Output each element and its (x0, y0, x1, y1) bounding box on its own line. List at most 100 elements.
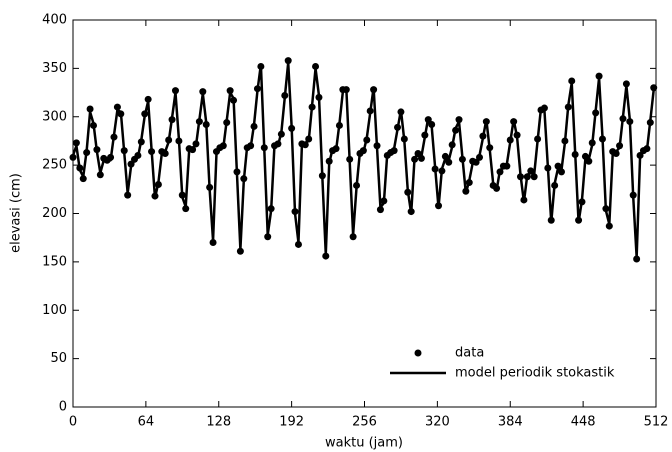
data-point (376, 206, 384, 214)
x-tick-label: 64 (138, 415, 155, 430)
data-point (595, 72, 603, 80)
y-tick-label: 250 (42, 158, 67, 173)
data-point (493, 184, 501, 192)
x-tick-label: 448 (571, 415, 596, 430)
data-point (622, 80, 630, 88)
data-point (288, 124, 296, 132)
data-point (462, 187, 470, 195)
data-point (534, 135, 542, 143)
x-tick-label: 512 (644, 415, 669, 430)
data-point (264, 233, 272, 241)
data-point (619, 115, 627, 123)
data-point (428, 120, 436, 128)
y-axis-label: elevasi (cm) (9, 173, 24, 253)
data-point (134, 151, 142, 159)
data-point (76, 164, 84, 172)
data-point (247, 142, 255, 150)
data-point (154, 180, 162, 188)
data-point (192, 140, 200, 148)
data-point (394, 123, 402, 131)
y-tick-label: 150 (42, 254, 67, 269)
data-point (124, 191, 132, 199)
data-point (414, 150, 422, 158)
data-point (127, 160, 135, 168)
data-point (223, 119, 231, 127)
legend-label: data (455, 346, 484, 361)
y-tick-label: 0 (59, 400, 67, 415)
data-point (325, 157, 333, 165)
data-point (274, 140, 282, 148)
data-point (93, 146, 101, 154)
data-point (598, 135, 606, 143)
data-point (335, 121, 343, 129)
data-point (206, 183, 214, 191)
data-point (189, 146, 197, 154)
x-tick-label: 256 (352, 415, 377, 430)
data-point (643, 145, 651, 153)
y-tick-label: 400 (42, 13, 67, 28)
data-point (503, 162, 511, 170)
model-line (71, 61, 655, 259)
data-point (510, 118, 518, 126)
data-point (294, 240, 302, 248)
data-point (421, 131, 429, 139)
x-tick-label: 128 (206, 415, 231, 430)
data-point (120, 147, 128, 155)
data-point (557, 168, 565, 176)
data-point (530, 173, 538, 181)
data-point (476, 153, 484, 161)
data-point (578, 198, 586, 206)
data-point (363, 136, 371, 144)
data-point (267, 205, 275, 213)
data-point (359, 147, 367, 155)
data-point (250, 122, 258, 130)
y-tick-label: 300 (42, 109, 67, 124)
data-point (448, 141, 456, 149)
data-point (195, 118, 203, 126)
data-point (441, 152, 449, 160)
data-point (373, 142, 381, 150)
data-point (479, 132, 487, 140)
data-point (554, 162, 562, 170)
data-point (390, 147, 398, 155)
data-point (380, 197, 388, 205)
data-point (199, 88, 207, 96)
data-point (353, 181, 361, 189)
data-point (226, 87, 234, 95)
x-tick-label: 0 (69, 415, 77, 430)
y-tick-label: 100 (42, 303, 67, 318)
data-point (161, 150, 169, 158)
data-point (602, 205, 610, 213)
data-point (581, 152, 589, 160)
data-point (612, 150, 620, 158)
data-point (277, 130, 285, 138)
data-point (209, 239, 217, 247)
legend-marker (414, 349, 422, 357)
data-point (472, 158, 480, 166)
data-point (445, 158, 453, 166)
data-point (284, 57, 292, 65)
y-tick-label: 350 (42, 61, 67, 76)
data-point (626, 118, 634, 126)
data-point (79, 175, 87, 183)
data-point (233, 168, 241, 176)
data-point (650, 84, 658, 92)
legend-label: model periodik stokastik (455, 366, 615, 381)
data-point (513, 131, 521, 139)
data-point (168, 116, 176, 124)
data-point (438, 167, 446, 175)
data-point (301, 141, 309, 149)
data-point (568, 77, 576, 85)
data-point (182, 205, 190, 213)
data-point (452, 126, 460, 134)
data-point (564, 103, 572, 111)
data-point (616, 142, 624, 150)
data-point (349, 233, 357, 241)
data-point (72, 139, 80, 147)
data-point (305, 135, 313, 143)
data-point (551, 181, 559, 189)
data-point (400, 135, 408, 143)
data-point (458, 155, 466, 163)
data-point (117, 110, 125, 118)
data-point (465, 179, 473, 187)
